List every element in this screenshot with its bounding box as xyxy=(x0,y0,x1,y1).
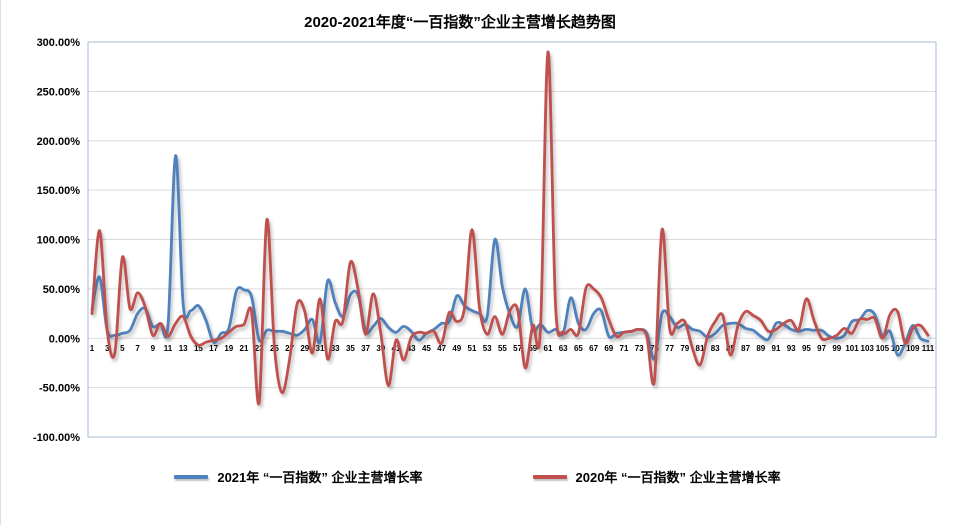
x-tick-label: 75 xyxy=(650,344,659,353)
x-tick-label: 101 xyxy=(845,344,859,353)
x-tick-label: 97 xyxy=(817,344,826,353)
x-tick-label: 59 xyxy=(528,344,537,353)
x-tick-label: 41 xyxy=(392,344,401,353)
x-tick-label: 19 xyxy=(224,344,233,353)
y-tick-label: 300.00% xyxy=(37,37,81,49)
x-tick-label: 7 xyxy=(135,344,140,353)
x-tick-label: 61 xyxy=(544,344,553,353)
series-line-2021 xyxy=(90,154,930,361)
x-tick-label: 47 xyxy=(437,344,446,353)
x-tick-label: 21 xyxy=(240,344,249,353)
x-tick-label: 53 xyxy=(483,344,492,353)
legend-label-2020: 2020年 “一百指数” 企业主营增长率 xyxy=(575,470,781,485)
legend-label-2021: 2021年 “一百指数” 企业主营增长率 xyxy=(217,470,423,485)
x-tick-label: 95 xyxy=(802,344,811,353)
x-tick-label: 1 xyxy=(90,344,95,353)
x-tick-label: 17 xyxy=(209,344,218,353)
x-tick-label: 87 xyxy=(741,344,750,353)
x-tick-label: 91 xyxy=(772,344,781,353)
x-tick-label: 55 xyxy=(498,344,507,353)
x-tick-label: 33 xyxy=(331,344,340,353)
y-tick-label: 50.00% xyxy=(43,284,81,296)
x-tick-label: 67 xyxy=(589,344,598,353)
x-tick-label: 105 xyxy=(876,344,890,353)
chart-title: 2020-2021年度“一百指数”企业主营增长趋势图 xyxy=(304,14,616,31)
legend-line-sample-2020-icon xyxy=(532,474,567,479)
legend-line-sample-2021-icon xyxy=(174,474,209,479)
chart-legend: 2021年 “一百指数” 企业主营增长率 2020年 “一百指数” 企业主营增长… xyxy=(0,467,955,486)
x-tick-label: 77 xyxy=(665,344,674,353)
x-tick-label: 65 xyxy=(574,344,583,353)
x-tick-label: 5 xyxy=(120,344,125,353)
x-tick-label: 9 xyxy=(151,344,156,353)
y-tick-label: 150.00% xyxy=(37,185,81,197)
legend-item-2020: 2020年 “一百指数” 企业主营增长率 xyxy=(532,467,781,486)
plot-area-border xyxy=(87,41,937,438)
x-tick-label: 103 xyxy=(861,344,875,353)
legend-item-2021: 2021年 “一百指数” 企业主营增长率 xyxy=(174,467,423,486)
x-tick-label: 99 xyxy=(832,344,841,353)
x-tick-label: 37 xyxy=(361,344,370,353)
x-tick-label: 109 xyxy=(906,344,920,353)
y-tick-label: -100.00% xyxy=(33,432,80,444)
x-tick-label: 111 xyxy=(922,344,935,353)
x-tick-label: 11 xyxy=(164,344,173,353)
gridlines xyxy=(88,41,936,438)
x-tick-label: 29 xyxy=(300,344,309,353)
x-tick-label: 51 xyxy=(468,344,477,353)
page-left-edge xyxy=(0,0,1,525)
x-tick-label: 31 xyxy=(316,344,325,353)
x-tick-label: 63 xyxy=(559,344,568,353)
x-tick-label: 89 xyxy=(756,344,765,353)
series-line-2020 xyxy=(90,50,930,406)
x-tick-label: 107 xyxy=(891,344,905,353)
x-tick-label: 83 xyxy=(711,344,720,353)
x-tick-label: 71 xyxy=(620,344,629,353)
x-tick-label: 93 xyxy=(787,344,796,353)
y-tick-label: 200.00% xyxy=(37,136,81,148)
x-tick-label: 45 xyxy=(422,344,431,353)
x-tick-label: 15 xyxy=(194,344,203,353)
x-tick-label: 13 xyxy=(179,344,188,353)
y-tick-label: -50.00% xyxy=(39,383,80,395)
x-tick-label: 23 xyxy=(255,344,264,353)
x-tick-label: 69 xyxy=(604,344,613,353)
x-tick-label: 35 xyxy=(346,344,355,353)
x-tick-label: 73 xyxy=(635,344,644,353)
x-tick-label: 79 xyxy=(680,344,689,353)
x-tick-label: 39 xyxy=(376,344,385,353)
x-tick-label: 3 xyxy=(105,344,110,353)
y-tick-label: 0.00% xyxy=(49,333,80,345)
x-tick-label: 49 xyxy=(452,344,461,353)
x-tick-label: 85 xyxy=(726,344,735,353)
y-tick-label: 250.00% xyxy=(37,86,81,98)
y-axis-labels: 300.00% 250.00% 200.00% 150.00% 100.00% 50.00… xyxy=(33,37,80,444)
x-tick-label: 43 xyxy=(407,344,416,353)
x-tick-label: 57 xyxy=(513,344,522,353)
x-tick-label: 81 xyxy=(696,344,705,353)
y-tick-label: 100.00% xyxy=(37,235,81,247)
x-axis-labels: 1 3 5 7 9 11 13 15 17 19 21 23 25 27 29 31 33 35 37 39 41 43 4… xyxy=(90,344,935,353)
